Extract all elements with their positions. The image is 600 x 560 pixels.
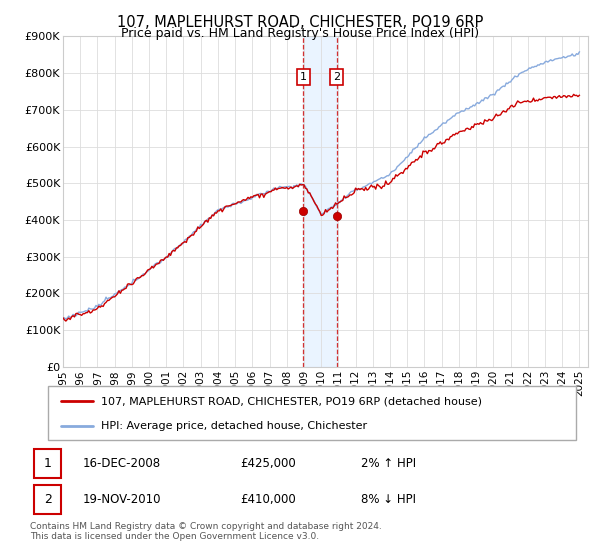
Text: Contains HM Land Registry data © Crown copyright and database right 2024.
This d: Contains HM Land Registry data © Crown c… [30, 522, 382, 542]
FancyBboxPatch shape [34, 449, 61, 478]
Text: 2: 2 [333, 72, 340, 82]
Bar [303, 36, 337, 367]
FancyBboxPatch shape [34, 485, 61, 514]
Text: 16-DEC-2008: 16-DEC-2008 [82, 457, 161, 470]
Text: 1: 1 [300, 72, 307, 82]
Text: 8% ↓ HPI: 8% ↓ HPI [361, 493, 416, 506]
Text: 107, MAPLEHURST ROAD, CHICHESTER, PO19 6RP: 107, MAPLEHURST ROAD, CHICHESTER, PO19 6… [117, 15, 483, 30]
Text: 2% ↑ HPI: 2% ↑ HPI [361, 457, 416, 470]
Text: £425,000: £425,000 [240, 457, 296, 470]
Text: HPI: Average price, detached house, Chichester: HPI: Average price, detached house, Chic… [101, 421, 367, 431]
Text: £410,000: £410,000 [240, 493, 296, 506]
Text: 1: 1 [44, 457, 52, 470]
Text: 107, MAPLEHURST ROAD, CHICHESTER, PO19 6RP (detached house): 107, MAPLEHURST ROAD, CHICHESTER, PO19 6… [101, 396, 482, 407]
FancyBboxPatch shape [48, 386, 576, 440]
Text: 2: 2 [44, 493, 52, 506]
Text: Price paid vs. HM Land Registry's House Price Index (HPI): Price paid vs. HM Land Registry's House … [121, 27, 479, 40]
Text: 19-NOV-2010: 19-NOV-2010 [82, 493, 161, 506]
